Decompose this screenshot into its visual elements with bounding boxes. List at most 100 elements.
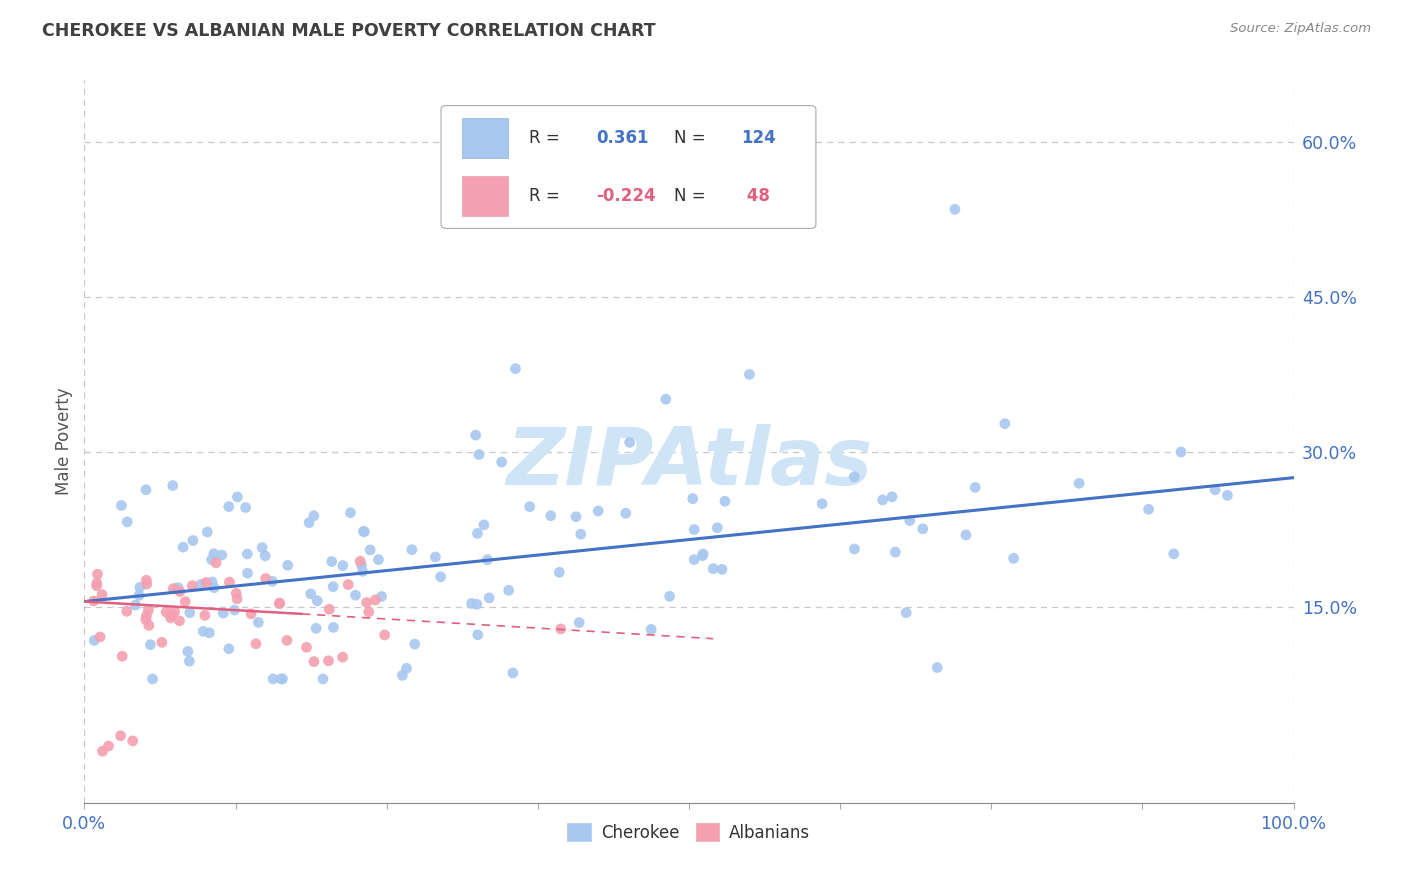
Point <box>202 581 225 595</box>
Point <box>460 596 482 610</box>
Point <box>540 508 562 523</box>
Point <box>177 644 200 658</box>
Point <box>568 615 591 630</box>
FancyBboxPatch shape <box>461 119 508 158</box>
Point <box>357 605 380 619</box>
Point <box>236 547 259 561</box>
Point <box>276 633 298 648</box>
Point <box>565 509 588 524</box>
Point <box>352 524 374 539</box>
Point <box>190 577 212 591</box>
Point <box>344 588 367 602</box>
Point <box>128 580 150 594</box>
Point <box>250 541 273 555</box>
Point <box>211 548 233 562</box>
Point <box>269 596 291 610</box>
Point <box>86 579 108 593</box>
FancyBboxPatch shape <box>461 176 508 216</box>
Point <box>683 552 706 566</box>
Point <box>141 672 163 686</box>
Point <box>359 542 381 557</box>
Point <box>224 603 246 617</box>
Point <box>1069 476 1091 491</box>
Point <box>135 483 157 497</box>
Point <box>911 522 934 536</box>
Point <box>97 739 120 753</box>
Point <box>247 615 270 630</box>
Point <box>367 552 389 566</box>
Point <box>658 590 681 604</box>
Point <box>683 523 706 537</box>
Point <box>271 672 294 686</box>
Text: R =: R = <box>529 129 560 147</box>
Point <box>706 521 728 535</box>
Point <box>226 591 249 606</box>
Point <box>321 555 343 569</box>
Point <box>262 672 284 686</box>
Point <box>468 448 491 462</box>
Point <box>318 654 340 668</box>
Point <box>364 593 387 607</box>
Point <box>236 566 259 581</box>
Point <box>349 554 371 568</box>
Text: 0.361: 0.361 <box>596 129 648 147</box>
Point <box>337 577 360 591</box>
Point <box>115 515 138 529</box>
Point <box>395 661 418 675</box>
Point <box>498 583 520 598</box>
Point <box>218 575 240 590</box>
Point <box>135 613 157 627</box>
Point <box>305 621 328 635</box>
Point <box>270 672 292 686</box>
Point <box>169 584 191 599</box>
Point <box>86 567 108 582</box>
Point <box>262 574 284 589</box>
Point <box>193 624 215 639</box>
Point <box>322 620 344 634</box>
Point <box>91 588 114 602</box>
Point <box>202 547 225 561</box>
Point <box>150 635 173 649</box>
Point <box>225 586 247 600</box>
Point <box>155 605 177 619</box>
Point <box>110 499 132 513</box>
Text: R =: R = <box>529 187 560 205</box>
Point <box>898 514 921 528</box>
Point <box>614 506 637 520</box>
Point <box>478 591 501 605</box>
Point <box>464 428 486 442</box>
Point <box>550 622 572 636</box>
Point <box>218 500 240 514</box>
Point <box>194 608 217 623</box>
Point <box>569 527 592 541</box>
Point <box>205 556 228 570</box>
Point <box>467 526 489 541</box>
Point <box>401 542 423 557</box>
Point <box>477 552 499 566</box>
Y-axis label: Male Poverty: Male Poverty <box>55 388 73 495</box>
Point <box>491 455 513 469</box>
Point <box>298 516 321 530</box>
Point <box>89 630 111 644</box>
Point <box>128 588 150 602</box>
FancyBboxPatch shape <box>441 105 815 228</box>
Point <box>174 595 197 609</box>
Point <box>465 597 488 611</box>
Point <box>872 492 894 507</box>
Text: CHEROKEE VS ALBANIAN MALE POVERTY CORRELATION CHART: CHEROKEE VS ALBANIAN MALE POVERTY CORREL… <box>42 22 655 40</box>
Point <box>181 579 204 593</box>
Point <box>356 595 378 609</box>
Point <box>965 480 987 494</box>
Point <box>332 558 354 573</box>
Point <box>955 528 977 542</box>
Point <box>295 640 318 655</box>
Point <box>425 549 447 564</box>
Point <box>135 608 157 623</box>
Point <box>195 524 218 539</box>
Point <box>160 607 183 622</box>
Point <box>302 655 325 669</box>
Point <box>299 587 322 601</box>
Point <box>811 497 834 511</box>
Point <box>429 570 451 584</box>
Point <box>195 575 218 590</box>
